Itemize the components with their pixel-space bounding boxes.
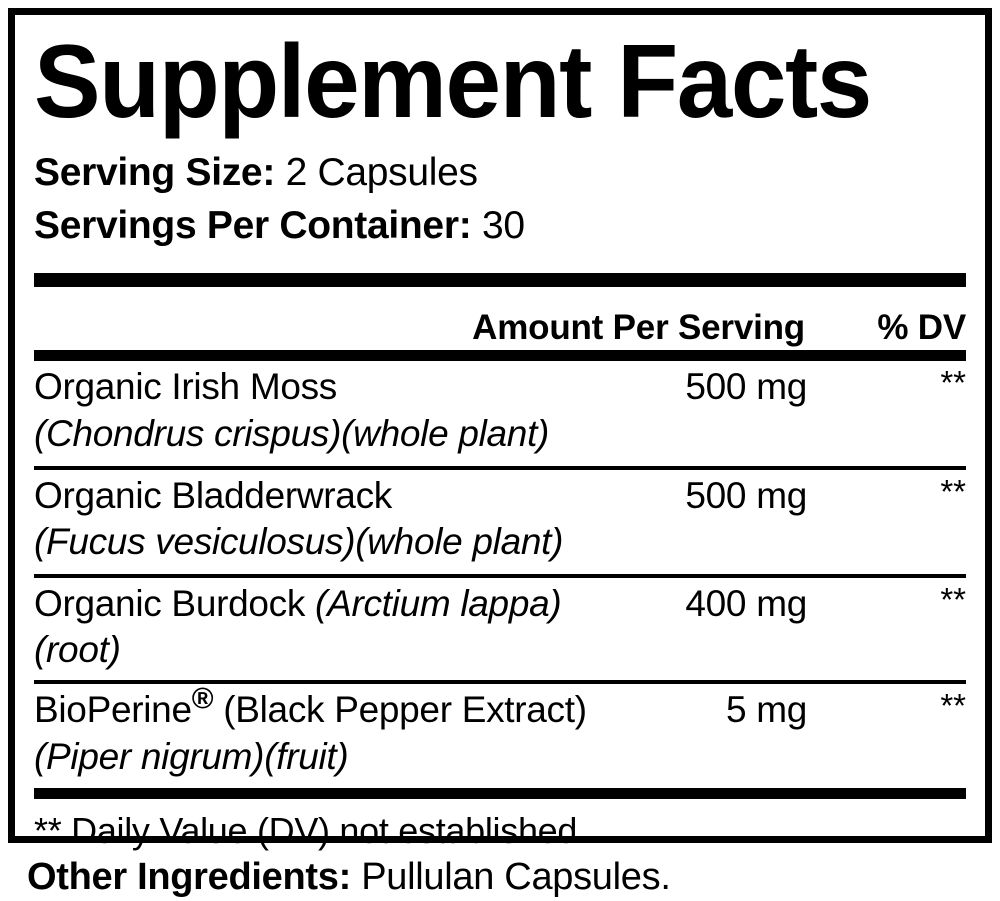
supplement-facts-panel: Supplement Facts Serving Size: 2 Capsule… (8, 8, 992, 851)
divider-thick-top (34, 273, 966, 288)
ingredient-name: Organic Burdock (Arctium lappa)(root) (34, 581, 602, 680)
ingredient-amount: 500 mg (685, 366, 807, 408)
ingredient-amount: 500 mg (685, 474, 807, 516)
ingredient-common-name: Organic Burdock (34, 582, 316, 624)
table-row: Organic Irish Moss (Chondrus crispus)(wh… (34, 361, 966, 465)
divider-row (34, 573, 966, 578)
divider-above-footnote (34, 788, 966, 800)
serving-size-line: Serving Size: 2 Capsules (34, 147, 966, 200)
serving-size-value: 2 Capsules (285, 151, 478, 195)
servings-per-container-value: 30 (481, 203, 525, 247)
ingredient-dv: ** (940, 687, 966, 725)
ingredient-name-suffix: (Black Pepper Extract) (213, 689, 587, 731)
ingredient-name: BioPerine® (Black Pepper Extract) (Piper… (34, 684, 602, 788)
servings-per-container-label: Servings Per Container: (34, 203, 472, 247)
ingredient-amount: 400 mg (685, 582, 807, 624)
table-row: Organic Bladderwrack (Fucus vesiculosus)… (34, 470, 966, 574)
servings-per-container-line: Servings Per Container: 30 (34, 200, 966, 253)
ingredient-latin-name: (Piper nigrum)(fruit) (34, 735, 349, 777)
ingredient-latin-name: (Chondrus crispus)(whole plant) (34, 412, 550, 454)
divider-row (34, 465, 966, 470)
registered-trademark-icon: ® (191, 682, 214, 716)
daily-value-footnote: ** Daily Value (DV) not established (34, 810, 578, 852)
column-header-amount: Amount Per Serving (472, 308, 805, 348)
divider-below-column-header (34, 350, 966, 362)
ingredient-dv: ** (940, 472, 966, 510)
ingredient-dv: ** (940, 364, 966, 402)
other-ingredients-value: Pullulan Capsules. (361, 856, 671, 898)
column-header-dv: % DV (877, 308, 966, 348)
other-ingredients-line: Other Ingredients: Pullulan Capsules. (27, 855, 671, 901)
ingredient-common-name: BioPerine (34, 689, 192, 731)
ingredient-dv: ** (940, 580, 966, 618)
ingredient-name: Organic Bladderwrack (Fucus vesiculosus)… (34, 473, 602, 574)
table-row: BioPerine® (Black Pepper Extract) (Piper… (34, 684, 966, 788)
ingredient-latin-name: (Arctium lappa)(root) (34, 582, 562, 671)
serving-size-label: Serving Size: (34, 151, 276, 195)
table-row: Organic Burdock (Arctium lappa)(root) 40… (34, 578, 966, 680)
divider-row (34, 680, 966, 685)
column-header-row: Amount Per Serving % DV (34, 287, 966, 350)
ingredient-common-name: Organic Irish Moss (34, 366, 338, 408)
ingredient-common-name: Organic Bladderwrack (34, 474, 392, 516)
ingredient-name: Organic Irish Moss (Chondrus crispus)(wh… (34, 364, 602, 465)
ingredient-latin-name: (Fucus vesiculosus)(whole plant) (34, 521, 564, 563)
other-ingredients-label: Other Ingredients: (27, 856, 351, 898)
ingredient-amount: 5 mg (725, 689, 807, 731)
page-title: Supplement Facts (34, 24, 872, 140)
